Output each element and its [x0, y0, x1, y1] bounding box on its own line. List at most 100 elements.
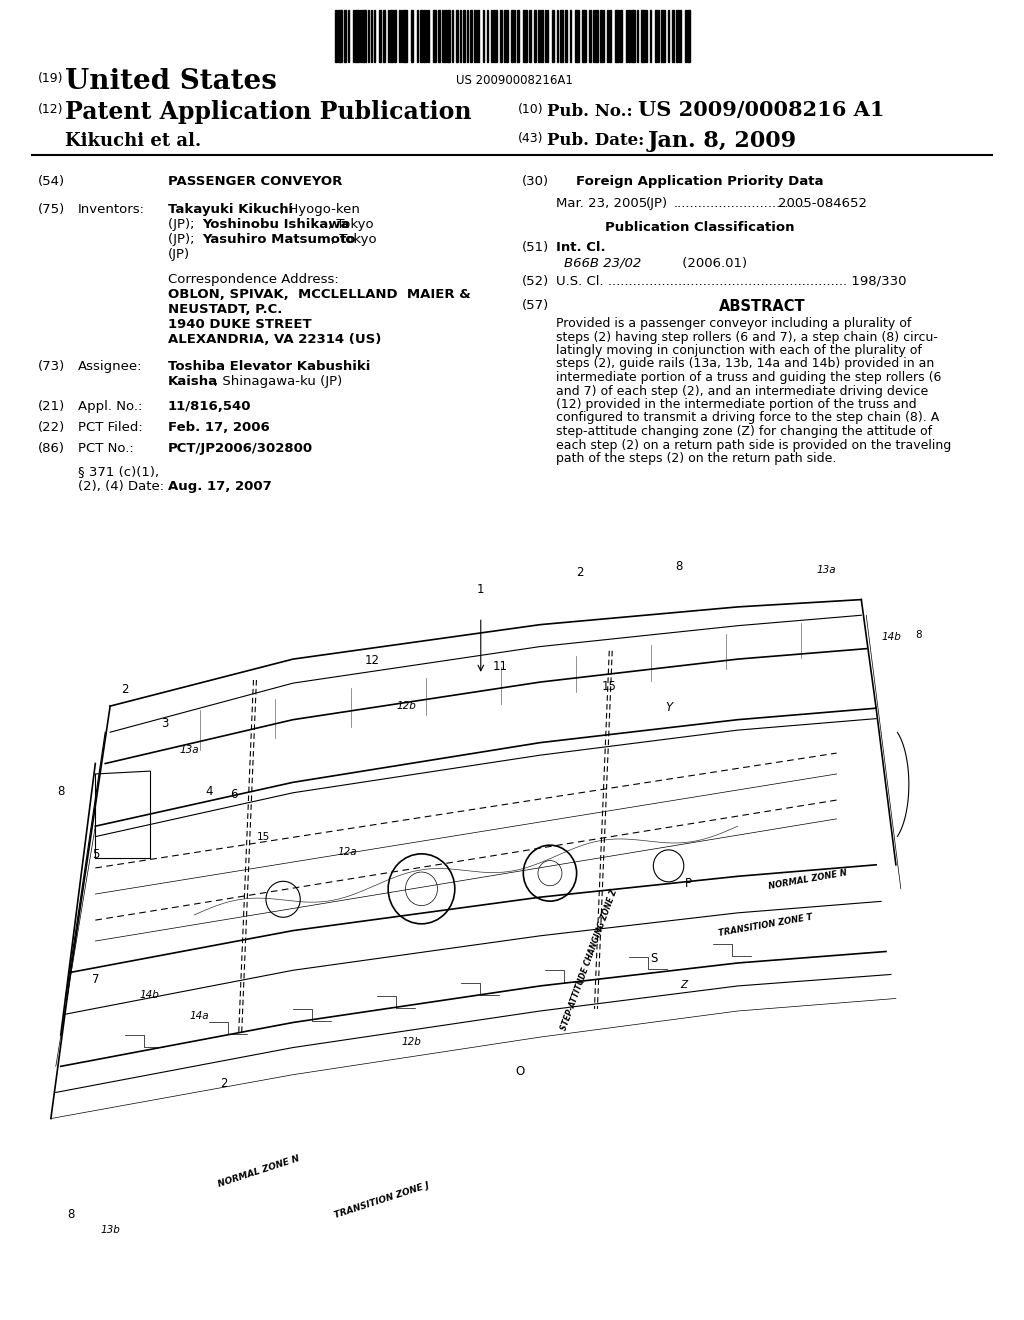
Text: each step (2) on a return path side is provided on the traveling: each step (2) on a return path side is p…: [556, 438, 951, 451]
Text: 2: 2: [220, 1077, 227, 1090]
Text: 2: 2: [575, 565, 584, 578]
Text: (21): (21): [38, 400, 66, 413]
Text: , Shinagawa-ku (JP): , Shinagawa-ku (JP): [214, 375, 342, 388]
Bar: [423, 11, 425, 62]
Text: PCT No.:: PCT No.:: [78, 442, 134, 455]
Text: (2006.01): (2006.01): [644, 257, 748, 271]
Text: Takayuki Kikuchi: Takayuki Kikuchi: [168, 203, 293, 216]
Bar: [523, 11, 527, 62]
Bar: [565, 11, 567, 62]
Text: TRANSITION ZONE T: TRANSITION ZONE T: [718, 912, 813, 937]
Text: 8: 8: [57, 785, 65, 797]
Text: 1940 DUKE STREET: 1940 DUKE STREET: [168, 318, 311, 331]
Text: Jan. 8, 2009: Jan. 8, 2009: [648, 129, 797, 152]
Text: Correspondence Address:: Correspondence Address:: [168, 273, 339, 286]
Bar: [600, 11, 602, 62]
Text: ................................: ................................: [674, 197, 806, 210]
Text: Inventors:: Inventors:: [78, 203, 145, 216]
Text: O: O: [516, 1065, 525, 1077]
Bar: [589, 11, 591, 62]
Text: NORMAL ZONE N: NORMAL ZONE N: [767, 869, 848, 891]
Text: , Hyogo-ken: , Hyogo-ken: [280, 203, 359, 216]
Text: United States: United States: [65, 69, 276, 95]
Text: US 2009/0008216 A1: US 2009/0008216 A1: [638, 100, 885, 120]
Text: 6: 6: [230, 788, 238, 801]
Text: ALEXANDRIA, VA 22314 (US): ALEXANDRIA, VA 22314 (US): [168, 333, 381, 346]
Text: (22): (22): [38, 421, 66, 434]
Text: US 20090008216A1: US 20090008216A1: [456, 74, 572, 87]
Text: Foreign Application Priority Data: Foreign Application Priority Data: [577, 176, 823, 187]
Text: and 7) of each step (2), and an intermediate driving device: and 7) of each step (2), and an intermed…: [556, 384, 928, 397]
Text: STEP-ATTITUDE CHANGING ZONE Z: STEP-ATTITUDE CHANGING ZONE Z: [560, 888, 620, 1032]
Text: 12b: 12b: [396, 701, 417, 711]
Text: (2), (4) Date:: (2), (4) Date:: [78, 480, 164, 492]
Text: 14b: 14b: [139, 990, 160, 1001]
Text: § 371 (c)(1),: § 371 (c)(1),: [78, 465, 159, 478]
Text: Int. Cl.: Int. Cl.: [556, 242, 605, 253]
Bar: [628, 11, 630, 62]
Bar: [506, 11, 508, 62]
Text: 2: 2: [121, 682, 129, 696]
Text: 12a: 12a: [338, 847, 357, 858]
Text: Kaisha: Kaisha: [168, 375, 218, 388]
Text: TRANSITION ZONE J: TRANSITION ZONE J: [333, 1180, 430, 1220]
Text: path of the steps (2) on the return path side.: path of the steps (2) on the return path…: [556, 451, 837, 465]
Text: Yasuhiro Matsumoto: Yasuhiro Matsumoto: [202, 234, 355, 246]
Bar: [676, 11, 678, 62]
Text: 15: 15: [602, 680, 616, 693]
Text: steps (2) having step rollers (6 and 7), a step chain (8) circu-: steps (2) having step rollers (6 and 7),…: [556, 330, 938, 343]
Text: S: S: [650, 952, 657, 965]
Text: Aug. 17, 2007: Aug. 17, 2007: [168, 480, 271, 492]
Text: 5: 5: [91, 847, 99, 861]
Text: , Tokyo: , Tokyo: [328, 218, 374, 231]
Text: 13b: 13b: [100, 1225, 120, 1236]
Text: 3: 3: [161, 717, 168, 730]
Text: P: P: [685, 876, 692, 890]
Text: , Tokyo: , Tokyo: [331, 234, 377, 246]
Text: U.S. Cl. .......................................................... 198/330: U.S. Cl. ...............................…: [556, 275, 906, 288]
Text: (12) provided in the intermediate portion of the truss and: (12) provided in the intermediate portio…: [556, 399, 916, 411]
Bar: [474, 11, 476, 62]
Text: 15: 15: [257, 832, 270, 842]
Text: Pub. No.:: Pub. No.:: [547, 103, 633, 120]
Bar: [355, 11, 359, 62]
Bar: [447, 11, 450, 62]
Text: (10): (10): [518, 103, 544, 116]
Bar: [552, 11, 554, 62]
Bar: [609, 11, 611, 62]
Bar: [631, 11, 635, 62]
Text: (JP): (JP): [168, 248, 190, 261]
Text: Provided is a passenger conveyor including a plurality of: Provided is a passenger conveyor includi…: [556, 317, 911, 330]
Text: 14a: 14a: [189, 1011, 209, 1022]
Text: 7: 7: [91, 973, 99, 986]
Text: Yoshinobu Ishikawa: Yoshinobu Ishikawa: [202, 218, 349, 231]
Bar: [517, 11, 519, 62]
Text: (30): (30): [522, 176, 549, 187]
Text: (19): (19): [38, 73, 63, 84]
Text: 1: 1: [477, 583, 484, 597]
Bar: [655, 11, 657, 62]
Bar: [411, 11, 413, 62]
Bar: [541, 11, 543, 62]
Bar: [344, 11, 346, 62]
Text: PCT/JP2006/302800: PCT/JP2006/302800: [168, 442, 313, 455]
Text: (86): (86): [38, 442, 65, 455]
Bar: [477, 11, 479, 62]
Text: B66B 23/02: B66B 23/02: [564, 257, 641, 271]
Bar: [463, 11, 465, 62]
Bar: [438, 11, 440, 62]
Bar: [534, 11, 536, 62]
Text: Appl. No.:: Appl. No.:: [78, 400, 142, 413]
Text: step-attitude changing zone (Z) for changing the attitude of: step-attitude changing zone (Z) for chan…: [556, 425, 932, 438]
Bar: [362, 11, 366, 62]
Text: Kikuchi et al.: Kikuchi et al.: [65, 132, 202, 150]
Bar: [433, 11, 436, 62]
Text: 2005-084652: 2005-084652: [778, 197, 867, 210]
Bar: [338, 11, 342, 62]
Text: latingly moving in conjunction with each of the plurality of: latingly moving in conjunction with each…: [556, 345, 922, 356]
Text: (54): (54): [38, 176, 66, 187]
Bar: [529, 11, 531, 62]
Text: 8: 8: [67, 1208, 75, 1221]
Text: 11/816,540: 11/816,540: [168, 400, 252, 413]
Bar: [403, 11, 407, 62]
